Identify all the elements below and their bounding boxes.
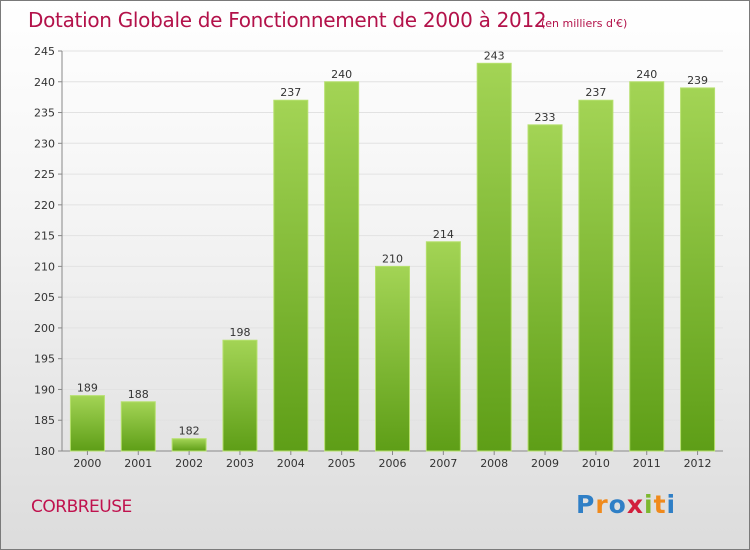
x-tick-label: 2012 xyxy=(684,457,712,470)
x-tick-label: 2000 xyxy=(73,457,101,470)
bar-2010 xyxy=(578,99,614,452)
commune-name: CORBREUSE xyxy=(31,497,132,517)
x-tick-label: 2011 xyxy=(633,457,661,470)
y-tick-label: 205 xyxy=(34,291,55,304)
bar-2005 xyxy=(324,81,360,452)
bar-value-label: 237 xyxy=(585,86,606,99)
x-tick-label: 2009 xyxy=(531,457,559,470)
logo-letter: r xyxy=(595,490,609,519)
bar-2007 xyxy=(425,241,461,452)
x-tick-label: 2001 xyxy=(124,457,152,470)
y-tick-label: 230 xyxy=(34,137,55,150)
bar-value-label: 189 xyxy=(77,382,98,395)
bar-value-label: 240 xyxy=(636,68,657,81)
bar-value-label: 188 xyxy=(128,388,149,401)
bar-2002 xyxy=(171,438,207,452)
bar-2001 xyxy=(120,401,156,452)
x-tick-label: 2007 xyxy=(429,457,457,470)
bar-value-label: 243 xyxy=(484,49,505,62)
unit-note: (en milliers d'€) xyxy=(541,17,628,30)
bar-2003 xyxy=(222,339,258,452)
logo-letter: o xyxy=(608,490,627,519)
bar-2000 xyxy=(69,395,105,452)
y-tick-label: 245 xyxy=(34,45,55,58)
y-tick-label: 200 xyxy=(34,322,55,335)
proxiti-logo: Proxiti xyxy=(576,490,676,519)
x-tick-label: 2002 xyxy=(175,457,203,470)
bar-value-label: 240 xyxy=(331,68,352,81)
y-tick-label: 235 xyxy=(34,107,55,120)
x-tick-label: 2005 xyxy=(328,457,356,470)
bar-2012 xyxy=(680,87,716,452)
bar-2009 xyxy=(527,124,563,452)
bar-value-label: 233 xyxy=(535,111,556,124)
bars: 189 188 182 198 237 240 210 214 243 233 237 240 239 xyxy=(69,49,716,452)
logo-letter: P xyxy=(576,490,596,519)
bar-value-label: 237 xyxy=(280,86,301,99)
bar-value-label: 239 xyxy=(687,74,708,87)
x-tick-label: 2003 xyxy=(226,457,254,470)
x-tick-label: 2006 xyxy=(379,457,407,470)
y-tick-label: 190 xyxy=(34,383,55,396)
bar-2004 xyxy=(273,99,309,452)
bar-2006 xyxy=(375,265,410,452)
y-tick-label: 220 xyxy=(34,199,55,212)
y-tick-label: 210 xyxy=(34,260,55,273)
chart-title: Dotation Globale de Fonctionnement de 20… xyxy=(28,8,547,32)
logo-letter: t xyxy=(653,490,667,519)
bar-value-label: 198 xyxy=(229,326,250,339)
logo-letter: i xyxy=(644,490,654,519)
y-tick-label: 215 xyxy=(34,230,55,243)
x-tick-label: 2008 xyxy=(480,457,508,470)
y-tick-label: 185 xyxy=(34,414,55,427)
bar-value-label: 182 xyxy=(179,425,200,438)
x-axis: 2000 2001 2002 2003 2004 2005 2006 2007 2008 2009… xyxy=(73,451,712,470)
bar-value-label: 214 xyxy=(433,228,454,241)
bar-value-label: 210 xyxy=(382,252,403,265)
logo-letter: x xyxy=(626,490,644,519)
y-tick-label: 240 xyxy=(34,76,55,89)
x-tick-label: 2004 xyxy=(277,457,305,470)
logo-letter: i xyxy=(666,490,677,519)
y-tick-label: 180 xyxy=(34,445,55,458)
bar-2008 xyxy=(476,62,512,452)
y-tick-label: 195 xyxy=(34,353,55,366)
bar-2011 xyxy=(629,81,665,452)
x-tick-label: 2010 xyxy=(582,457,610,470)
y-tick-label: 225 xyxy=(34,168,55,181)
